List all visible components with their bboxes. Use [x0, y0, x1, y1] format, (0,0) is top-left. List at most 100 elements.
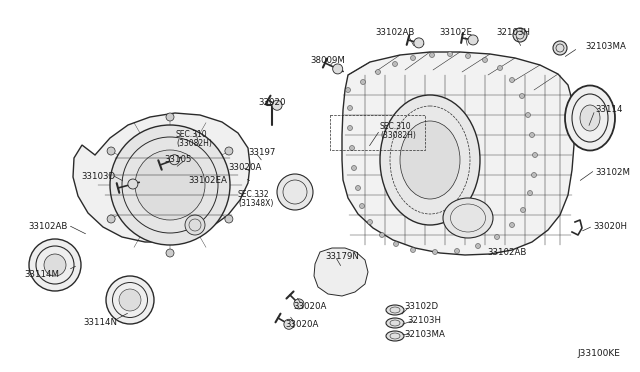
Circle shape [414, 38, 424, 48]
Circle shape [107, 147, 115, 155]
Circle shape [495, 234, 499, 240]
Circle shape [509, 77, 515, 83]
Circle shape [348, 125, 353, 131]
Circle shape [107, 215, 115, 223]
Circle shape [225, 147, 233, 155]
Circle shape [520, 93, 525, 99]
Circle shape [170, 155, 179, 165]
Circle shape [476, 244, 481, 248]
Circle shape [513, 28, 527, 42]
Text: 33102D: 33102D [404, 302, 438, 311]
Text: SEC.332: SEC.332 [238, 190, 269, 199]
Circle shape [520, 208, 525, 212]
Ellipse shape [106, 276, 154, 324]
Text: 38009M: 38009M [310, 56, 345, 65]
Circle shape [454, 248, 460, 253]
Circle shape [135, 150, 205, 220]
Text: 33102M: 33102M [595, 168, 630, 177]
Circle shape [284, 319, 294, 329]
Ellipse shape [44, 254, 66, 276]
Circle shape [376, 70, 381, 74]
Circle shape [531, 173, 536, 177]
Text: SEC.310: SEC.310 [176, 130, 207, 139]
Polygon shape [342, 52, 574, 255]
Bar [330, 115, 425, 150]
Circle shape [333, 64, 342, 74]
Ellipse shape [386, 318, 404, 328]
Circle shape [110, 125, 230, 245]
Text: 33020A: 33020A [285, 320, 318, 329]
Text: 33102AB: 33102AB [487, 248, 526, 257]
Circle shape [346, 87, 351, 93]
Ellipse shape [386, 305, 404, 315]
Ellipse shape [580, 105, 600, 131]
Circle shape [410, 55, 415, 61]
Ellipse shape [443, 198, 493, 238]
Text: 33020H: 33020H [593, 222, 627, 231]
Circle shape [509, 222, 515, 228]
Text: 33105: 33105 [164, 155, 192, 164]
Ellipse shape [380, 95, 480, 225]
Circle shape [166, 249, 174, 257]
Text: 33020A: 33020A [293, 302, 326, 311]
Circle shape [465, 54, 470, 58]
Text: 32103H: 32103H [496, 28, 530, 37]
Text: 33020: 33020 [259, 98, 285, 107]
Ellipse shape [400, 121, 460, 199]
Text: 33179N: 33179N [325, 252, 359, 261]
Circle shape [529, 132, 534, 138]
Text: 33197: 33197 [248, 148, 275, 157]
Circle shape [349, 145, 355, 151]
Text: 33020A: 33020A [228, 163, 261, 172]
Circle shape [355, 186, 360, 190]
Text: 33103D: 33103D [81, 172, 115, 181]
Text: 33102EA: 33102EA [188, 176, 227, 185]
Text: (33082H): (33082H) [380, 131, 416, 140]
Text: (31348X): (31348X) [238, 199, 273, 208]
Circle shape [380, 232, 385, 237]
Circle shape [532, 153, 538, 157]
Circle shape [394, 241, 399, 247]
Text: 33114M: 33114M [24, 270, 59, 279]
Circle shape [360, 80, 365, 84]
Circle shape [433, 250, 438, 254]
Ellipse shape [29, 239, 81, 291]
Text: 33114N: 33114N [83, 318, 117, 327]
Circle shape [348, 106, 353, 110]
Circle shape [294, 299, 304, 309]
Circle shape [367, 219, 372, 224]
Text: 33102E: 33102E [440, 28, 472, 37]
Circle shape [483, 58, 488, 62]
Circle shape [392, 61, 397, 67]
Text: 33114: 33114 [595, 105, 623, 114]
Circle shape [527, 190, 532, 196]
Circle shape [277, 174, 313, 210]
Circle shape [410, 247, 415, 253]
Circle shape [225, 215, 233, 223]
Text: 33102AB: 33102AB [375, 28, 415, 37]
Circle shape [525, 112, 531, 118]
Circle shape [351, 166, 356, 170]
Circle shape [429, 52, 435, 58]
Polygon shape [314, 248, 368, 296]
Circle shape [468, 35, 478, 45]
Ellipse shape [119, 289, 141, 311]
Text: (33082H): (33082H) [176, 139, 212, 148]
Text: 33102AB: 33102AB [28, 222, 67, 231]
Circle shape [497, 65, 502, 71]
Text: SEC.310: SEC.310 [380, 122, 412, 131]
Text: J33100KE: J33100KE [577, 349, 620, 358]
Text: 32103MA: 32103MA [585, 42, 626, 51]
Text: 32103H: 32103H [407, 316, 441, 325]
Ellipse shape [553, 41, 567, 55]
Ellipse shape [386, 331, 404, 341]
Circle shape [166, 113, 174, 121]
Circle shape [185, 215, 205, 235]
Polygon shape [73, 113, 250, 242]
Circle shape [272, 100, 282, 110]
Circle shape [128, 179, 138, 189]
Ellipse shape [565, 86, 615, 151]
Circle shape [360, 203, 365, 208]
Text: 32103MA: 32103MA [404, 330, 445, 339]
Circle shape [447, 51, 452, 57]
